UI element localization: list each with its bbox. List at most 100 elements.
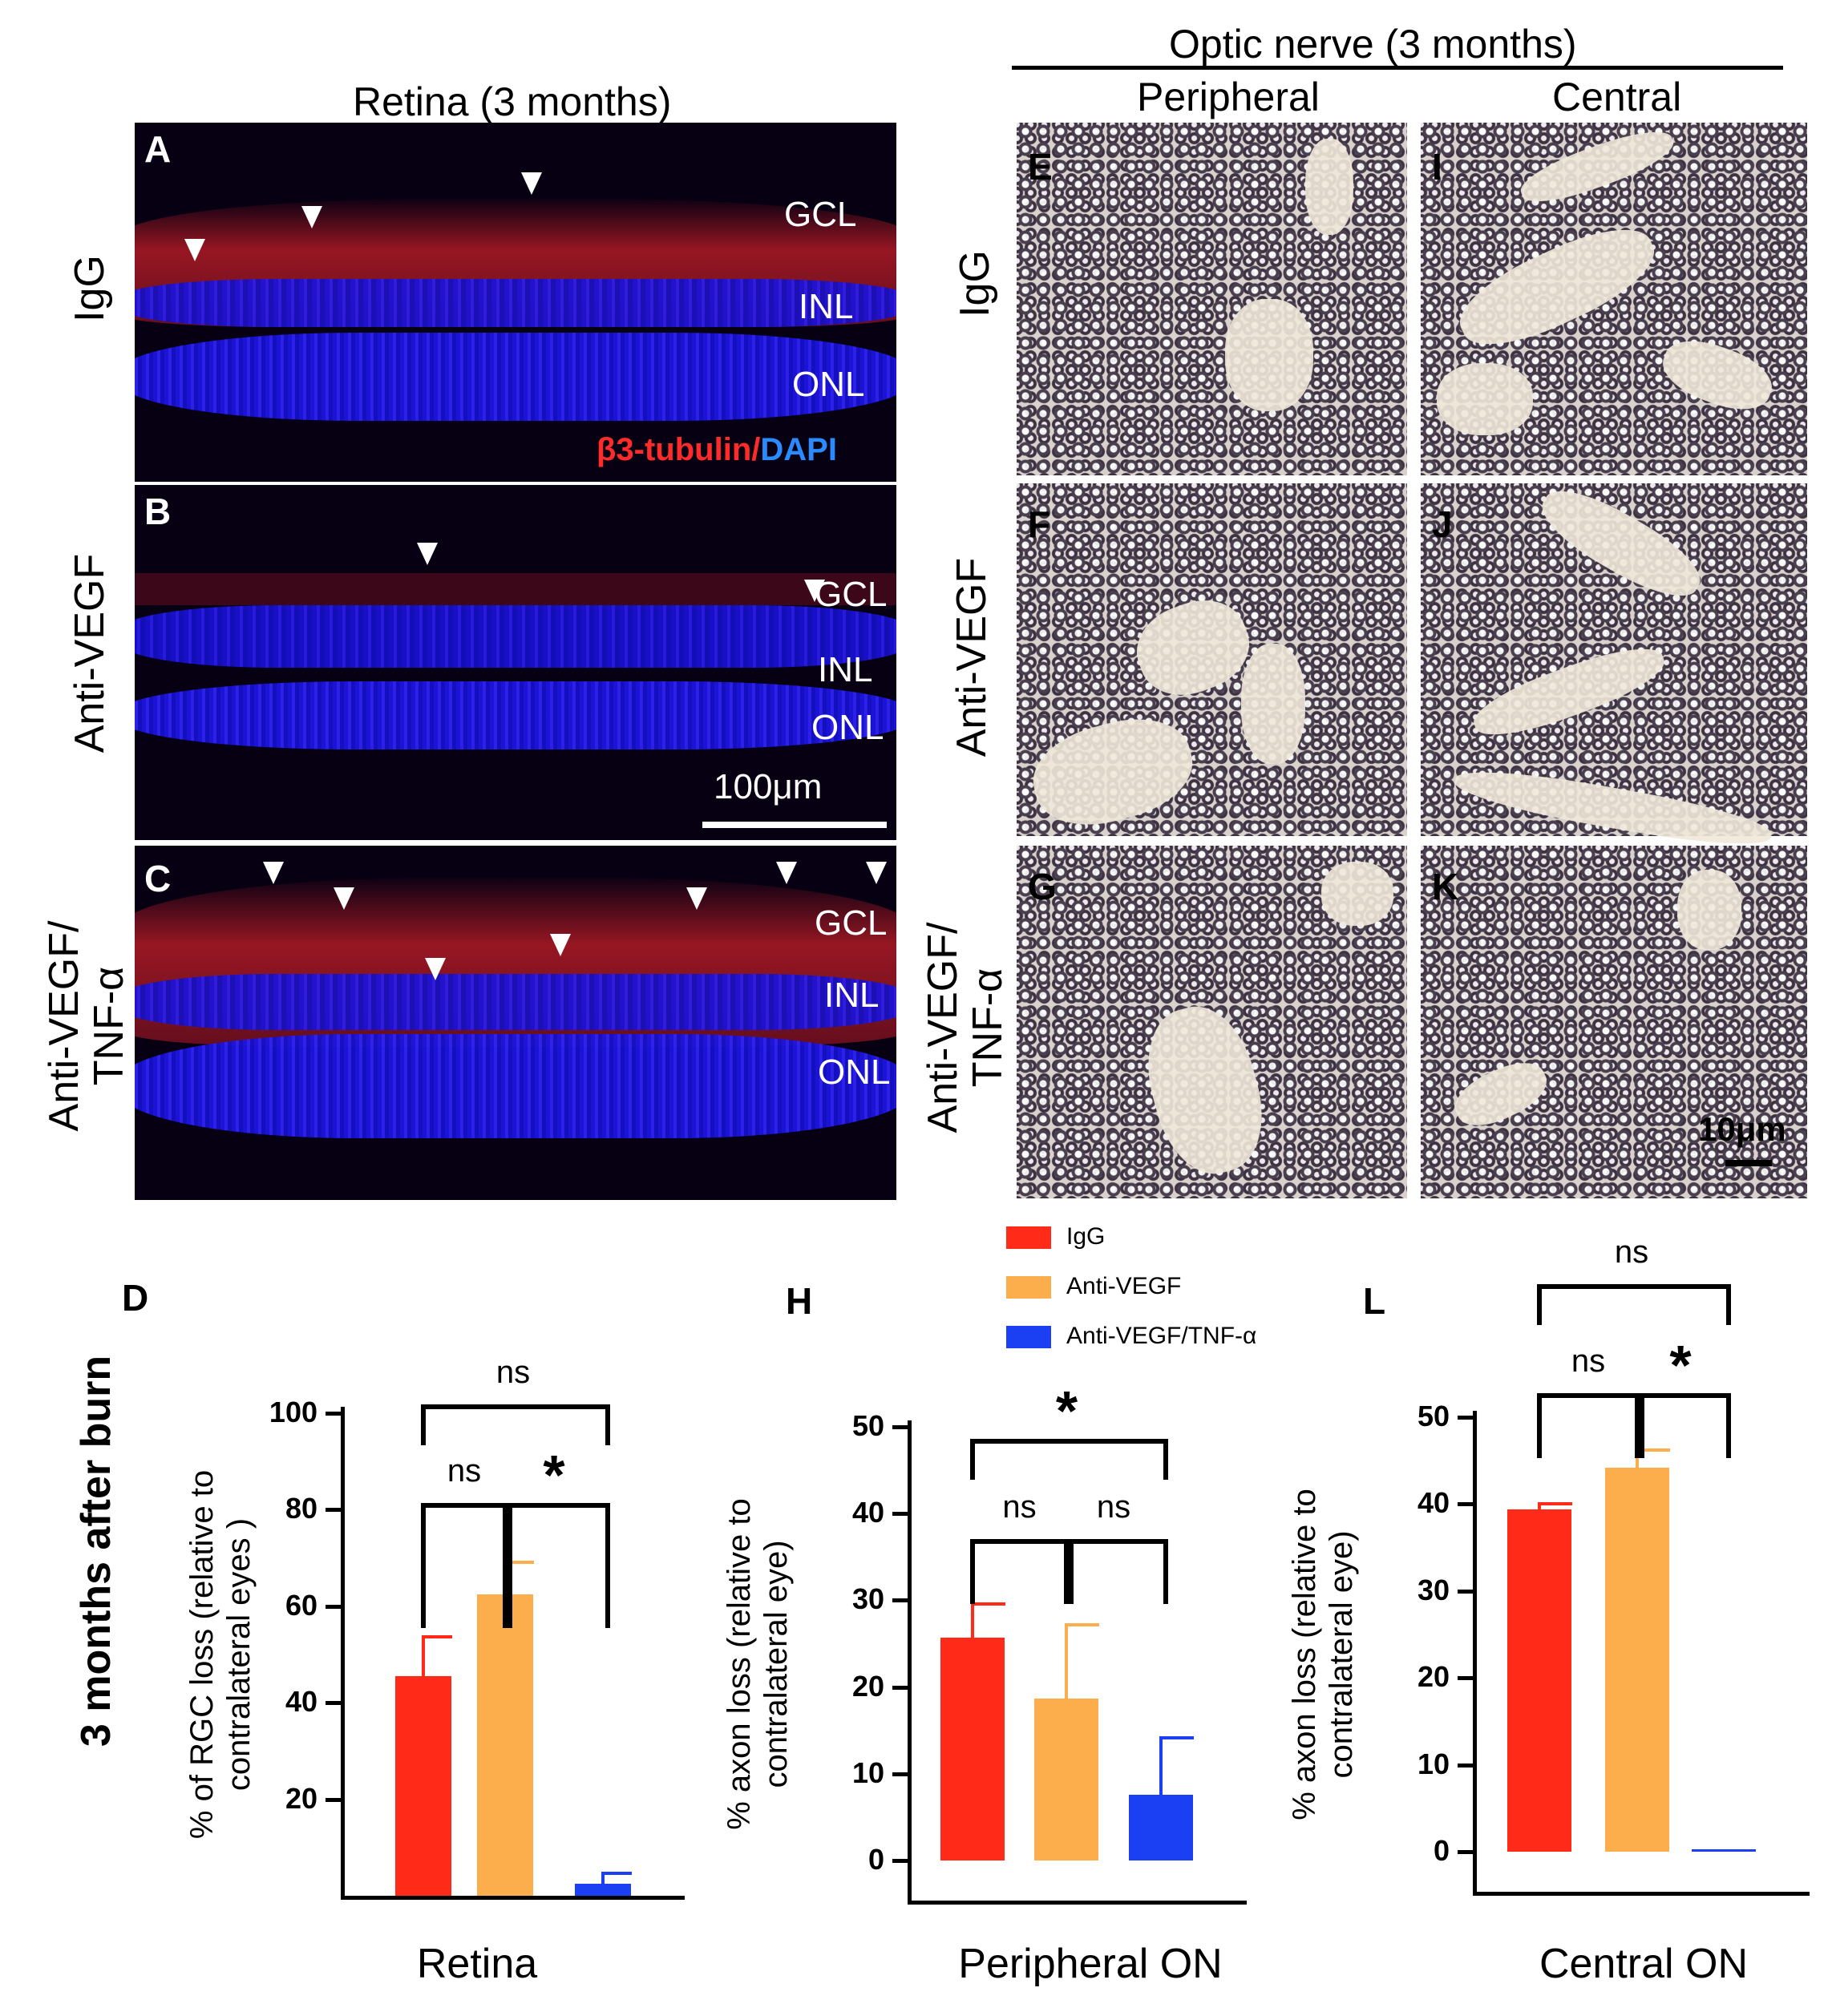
panel-letter-l: L <box>1363 1280 1386 1322</box>
significance-bracket <box>970 1439 1168 1480</box>
arrowhead <box>263 862 284 884</box>
row-label-combo-retina: Anti-VEGF/ TNF-α <box>41 920 132 1132</box>
panel-letter-g: G <box>1028 866 1057 907</box>
arrowhead <box>686 887 707 910</box>
y-tick-label: 50 <box>1417 1400 1450 1432</box>
y-tick-label: 20 <box>851 1669 884 1703</box>
x-axis-label: Retina <box>416 1941 538 1987</box>
y-axis-label-line: contralateral eye) <box>758 1539 794 1788</box>
bar-combo <box>1692 1849 1756 1852</box>
significance-ns: ns <box>1002 1489 1037 1525</box>
panel-letter-h: H <box>786 1280 813 1322</box>
y-tick <box>1458 1502 1474 1507</box>
stain-marker: β3-tubulin <box>597 432 752 467</box>
error-cap-combo <box>1160 1736 1194 1740</box>
arrowhead <box>334 887 354 910</box>
significance-star: * <box>543 1444 565 1506</box>
x-axis-label: Central ON <box>1539 1941 1749 1987</box>
y-axis-label: % of RGC loss (relative to contralateral … <box>184 1470 257 1839</box>
legend-swatch-combo <box>1006 1326 1051 1348</box>
side-label: 3 months after burn <box>73 1355 119 1747</box>
central-title: Central <box>1552 75 1682 119</box>
y-tick-label: 40 <box>285 1685 317 1719</box>
em-panel-i: I <box>1421 120 1807 475</box>
row-label-combo-on: Anti-VEGF/ TNF-α <box>920 923 1011 1133</box>
significance-bracket <box>421 1503 512 1628</box>
y-axis <box>1473 1411 1477 1893</box>
y-tick <box>892 1512 908 1517</box>
error-cap-igg <box>423 1634 452 1638</box>
legend-label-igg: IgG <box>1066 1223 1106 1250</box>
y-tick-label: 80 <box>285 1492 317 1525</box>
retina-title: Retina (3 months) <box>353 79 672 124</box>
bar-igg <box>1507 1509 1571 1852</box>
row-label-combo-line1: Anti-VEGF/ <box>41 920 87 1132</box>
panel-letter-f: F <box>1028 503 1051 545</box>
x-axis <box>908 1901 1247 1905</box>
arrowhead <box>804 580 825 602</box>
retina-panel-b: B GCL INL ONL 100μm <box>135 485 896 840</box>
on-scalebar-label: 10μm <box>1698 1110 1786 1148</box>
panel-letter-j: J <box>1432 503 1453 545</box>
y-axis-label-line: % axon loss (relative to <box>1287 1489 1322 1820</box>
y-tick <box>892 1685 908 1690</box>
y-axis-label-line: % axon loss (relative to <box>722 1497 757 1830</box>
em-panel-e: E <box>1017 123 1407 475</box>
bar-combo <box>575 1883 631 1896</box>
y-tick <box>1458 1416 1474 1420</box>
bar-igg <box>395 1676 451 1896</box>
row-label-antivegf-retina: Anti-VEGF <box>67 553 113 753</box>
panel-letter-a: A <box>144 128 172 170</box>
y-tick <box>892 1859 908 1863</box>
y-axis-label-line: contralateral eyes ) <box>221 1517 257 1792</box>
x-axis <box>341 1896 685 1900</box>
panel-letter-k: K <box>1432 866 1459 907</box>
panel-letter-b: B <box>144 491 172 532</box>
y-tick-label: 40 <box>851 1496 884 1529</box>
y-tick <box>892 1425 908 1429</box>
y-tick-label: 60 <box>285 1588 317 1622</box>
error-cap-antivegf <box>504 1560 534 1564</box>
y-tick <box>1458 1850 1474 1854</box>
layer-inl: INL <box>818 650 873 689</box>
significance-bracket <box>1064 1539 1168 1604</box>
optic-nerve-title: Optic nerve (3 months) <box>1169 22 1577 67</box>
retina-scalebar <box>702 822 887 828</box>
panel-letter-e: E <box>1028 146 1053 188</box>
layer-gcl: GCL <box>815 575 888 614</box>
y-tick-label: 0 <box>1433 1834 1450 1867</box>
em-panel-g: G <box>1017 846 1407 1198</box>
retina-scalebar-label: 100μm <box>714 767 823 806</box>
y-tick <box>1458 1763 1474 1768</box>
error-bar-igg <box>971 1602 974 1638</box>
error-bar-combo <box>1159 1736 1163 1795</box>
significance-bracket <box>970 1539 1074 1604</box>
y-tick <box>1458 1676 1474 1681</box>
bar-igg <box>940 1637 1005 1860</box>
arrowhead <box>417 543 438 565</box>
error-cap-igg <box>972 1602 1005 1606</box>
y-tick <box>1458 1589 1474 1594</box>
y-axis-label-line: contralateral eye) <box>1324 1530 1359 1779</box>
significance-bracket <box>1635 1393 1731 1458</box>
significance-ns: ns <box>495 1355 531 1390</box>
legend-label-antivegf: Anti-VEGF <box>1066 1273 1182 1299</box>
error-bar-igg <box>1538 1502 1541 1509</box>
y-tick-label: 30 <box>851 1582 884 1616</box>
retina-panel-c: C GCL INL ONL <box>135 846 896 1200</box>
y-axis <box>908 1420 912 1902</box>
significance-ns: ns <box>447 1453 482 1489</box>
arrowhead <box>866 862 887 884</box>
retina-panel-a: A GCL INL ONL β3-tubulin/DAPI <box>135 123 896 482</box>
y-tick-label: 20 <box>1417 1660 1450 1694</box>
row-label-igg-retina: IgG <box>67 255 113 322</box>
bar-antivegf <box>1034 1698 1098 1860</box>
y-tick <box>326 1797 342 1802</box>
layer-inl: INL <box>824 976 880 1015</box>
y-axis-label-line: % of RGC loss (relative to <box>184 1469 220 1840</box>
significance-star: * <box>1669 1334 1692 1396</box>
y-tick-label: 100 <box>269 1396 317 1428</box>
y-tick-label: 50 <box>851 1409 884 1442</box>
arrowhead <box>776 862 797 884</box>
arrowhead <box>550 934 571 956</box>
